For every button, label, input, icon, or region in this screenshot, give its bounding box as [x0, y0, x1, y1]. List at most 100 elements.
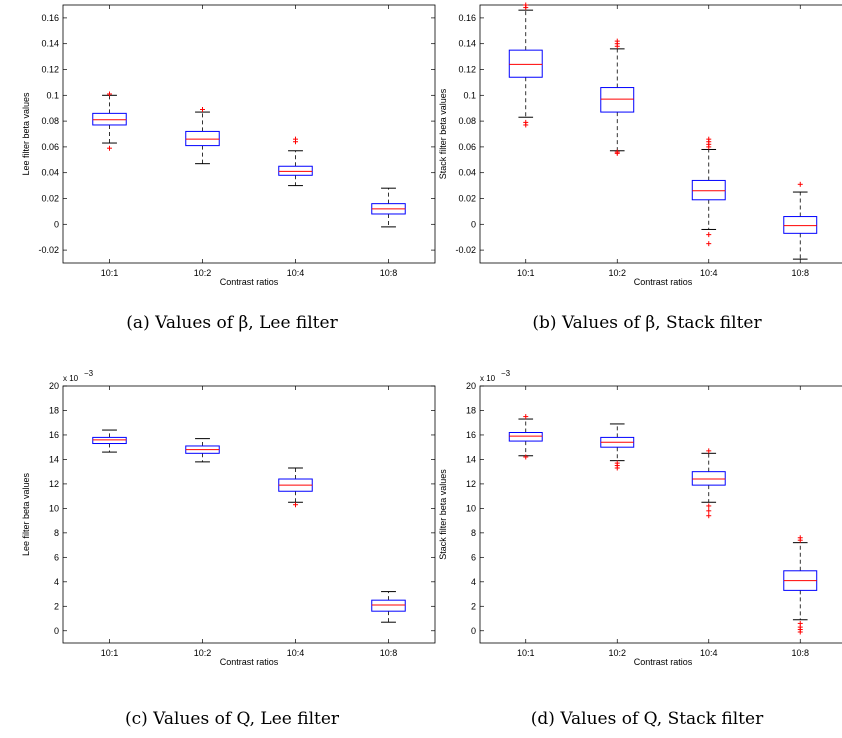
- outlier-point: [706, 448, 712, 454]
- x-axis-label: Contrast ratios: [220, 277, 279, 287]
- y-tick-label: 8: [471, 528, 476, 538]
- y-tick-label: 0: [54, 219, 59, 229]
- outlier-point: [706, 241, 712, 247]
- outlier-point: [293, 136, 298, 142]
- plot-frame: [62, 385, 436, 644]
- y-multiplier-exponent: −3: [84, 369, 94, 378]
- chart-d: 0 2 4 6 8 10 12 14 16 18 20 10:1 10:2 10:4 10:8 Contras…: [438, 369, 842, 667]
- x-axis-label: Contrast ratios: [220, 657, 279, 667]
- box-1: [600, 38, 635, 156]
- y-axis-label: Stack filter beta values: [438, 469, 448, 560]
- y-axis-label: Stack filter beta values: [438, 88, 448, 179]
- chart-caption-d: (d) Values of Q, Stack filter: [531, 709, 764, 729]
- y-tick-label: 0.06: [41, 142, 59, 152]
- box-iqr: [508, 432, 543, 442]
- x-tick-label: 10:2: [608, 268, 626, 278]
- outlier-point: [706, 503, 712, 509]
- y-tick-label: 2: [54, 601, 59, 611]
- chart-b: -0.02 0 0.02 0.04 0.06 0.08 0.1 0.12 0.14 0.16 10:…: [438, 2, 842, 287]
- box-3: [371, 187, 406, 228]
- chart-a: -0.02 0 0.02 0.04 0.06 0.08 0.1 0.12 0.14 0.16 10:…: [21, 4, 436, 287]
- outlier-point: [200, 106, 205, 112]
- outlier-point: [706, 508, 712, 514]
- y-tick-label: 0.04: [458, 168, 476, 178]
- outlier-point: [706, 513, 712, 519]
- y-tick-label: 0.02: [41, 194, 59, 204]
- plot-frame: [479, 385, 842, 644]
- box-3: [783, 181, 818, 260]
- x-tick-label: 10:2: [194, 648, 212, 658]
- x-tick-label: 10:8: [380, 268, 398, 278]
- box-2: [278, 467, 313, 508]
- box-iqr: [278, 165, 313, 176]
- outlier-point: [107, 145, 112, 151]
- box-3: [371, 591, 406, 623]
- x-tick-label: 10:8: [380, 648, 398, 658]
- y-tick-label: 10: [466, 503, 476, 513]
- x-tick-label: 10:2: [194, 268, 212, 278]
- chart-c: 0 2 4 6 8 10 12 14 16 18 20 10:1 10:2 10:4 10:8 Contras…: [21, 369, 436, 667]
- y-multiplier: x 10: [63, 374, 79, 383]
- box-iqr: [783, 216, 818, 234]
- y-tick-label: 20: [49, 381, 59, 391]
- box-iqr: [371, 599, 406, 612]
- y-tick-label: 0.12: [41, 65, 59, 75]
- box-0: [508, 2, 543, 128]
- y-tick-label: 0.16: [458, 13, 476, 23]
- y-tick-label: 6: [54, 552, 59, 562]
- y-tick-label: 0.1: [463, 90, 476, 100]
- outlier-point: [797, 181, 803, 187]
- y-tick-label: 0: [471, 626, 476, 636]
- y-tick-label: 0.08: [458, 116, 476, 126]
- y-tick-label: -0.02: [38, 245, 59, 255]
- y-tick-label: 0.14: [41, 39, 59, 49]
- outlier-point: [523, 454, 529, 460]
- box-iqr: [691, 179, 726, 201]
- outlier-point: [797, 629, 803, 635]
- x-tick-label: 10:1: [517, 268, 535, 278]
- plot-frame: [62, 4, 436, 264]
- y-tick-label: 2: [471, 601, 476, 611]
- x-tick-label: 10:1: [101, 268, 119, 278]
- outlier-point: [107, 91, 112, 97]
- box-1: [185, 106, 220, 165]
- y-tick-label: 4: [54, 577, 59, 587]
- y-tick-label: 8: [54, 528, 59, 538]
- x-tick-label: 10:8: [791, 268, 809, 278]
- y-axis-label: Lee filter beta values: [21, 472, 31, 556]
- box-0: [92, 429, 127, 453]
- box-iqr: [185, 130, 220, 147]
- y-tick-label: 0.08: [41, 116, 59, 126]
- box-iqr: [92, 112, 127, 126]
- y-tick-label: 16: [466, 430, 476, 440]
- box-2: [278, 136, 313, 187]
- y-multiplier-exponent: −3: [501, 369, 511, 378]
- y-tick-label: 20: [466, 381, 476, 391]
- y-tick-label: 0.14: [458, 39, 476, 49]
- y-tick-label: 14: [466, 454, 476, 464]
- outlier-point: [614, 465, 620, 471]
- x-axis-label: Contrast ratios: [634, 657, 693, 667]
- outlier-point: [706, 136, 712, 142]
- box-2: [691, 448, 726, 519]
- y-tick-label: -0.02: [455, 245, 476, 255]
- outlier-point: [523, 414, 529, 420]
- y-tick-label: 0.1: [46, 90, 59, 100]
- x-tick-label: 10:8: [791, 648, 809, 658]
- x-tick-label: 10:2: [608, 648, 626, 658]
- y-tick-label: 0.04: [41, 168, 59, 178]
- y-tick-label: 6: [471, 552, 476, 562]
- y-tick-label: 4: [471, 577, 476, 587]
- x-tick-label: 10:4: [700, 648, 718, 658]
- box-3: [783, 535, 818, 635]
- plot-frame: [479, 4, 842, 264]
- y-tick-label: 16: [49, 430, 59, 440]
- outlier-point: [706, 232, 712, 238]
- y-tick-label: 10: [49, 503, 59, 513]
- x-tick-label: 10:1: [517, 648, 535, 658]
- y-tick-label: 0: [54, 626, 59, 636]
- y-axis-label: Lee filter beta values: [21, 92, 31, 176]
- x-axis-label: Contrast ratios: [634, 277, 693, 287]
- y-tick-label: 18: [466, 405, 476, 415]
